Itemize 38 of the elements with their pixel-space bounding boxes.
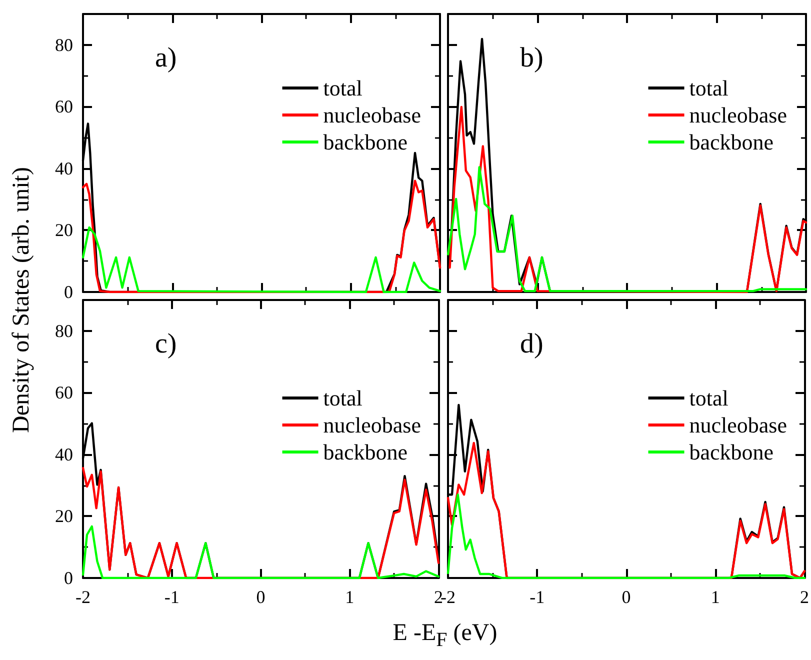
legend-label: backbone [323, 440, 408, 464]
y-axis-title: Density of States (arb. unit) [8, 167, 36, 433]
legend-label: backbone [323, 130, 408, 154]
legend-label: total [689, 386, 728, 410]
y-tick-label: 60 [55, 96, 73, 117]
legend-label: nucleobase [689, 412, 787, 438]
y-tick-label: 0 [64, 568, 73, 588]
y-tick-label: 80 [55, 34, 73, 55]
legend-label: nucleobase [323, 102, 421, 128]
x-tick-label: 0 [622, 587, 631, 607]
x-tick-label: 0 [256, 587, 266, 607]
annotation: a) [155, 42, 177, 74]
legend-label: backbone [689, 130, 774, 154]
x-tick-label: 1 [345, 587, 354, 607]
y-tick-label: 80 [55, 320, 73, 341]
x-tick-label: -1 [164, 587, 180, 607]
x-tick-label: -2 [76, 587, 90, 607]
annotation: d) [520, 328, 544, 360]
legend-label: nucleobase [323, 412, 421, 438]
y-tick-label: 40 [55, 158, 73, 178]
legend-label: nucleobase [689, 102, 787, 128]
x-tick-label: -1 [530, 587, 545, 607]
annotation: b) [520, 42, 544, 74]
y-tick-label: 20 [55, 506, 73, 526]
x-tick-label: 1 [710, 587, 720, 607]
annotation: c) [155, 328, 177, 360]
x-tick-label: 2 [434, 587, 443, 607]
y-tick-label: 40 [55, 444, 73, 464]
y-tick-label: 60 [55, 382, 73, 403]
x-axis-title: E -E$_{F}$ (eV) [392, 620, 498, 652]
x-tick-label: -2 [440, 587, 456, 607]
x-tick-label: 2 [800, 587, 809, 607]
y-tick-label: 20 [55, 220, 73, 240]
legend-label: total [323, 386, 362, 410]
legend-label: total [689, 76, 728, 100]
legend-label: backbone [689, 440, 774, 464]
legend-label: total [323, 76, 362, 100]
y-tick-label: 0 [64, 282, 73, 302]
